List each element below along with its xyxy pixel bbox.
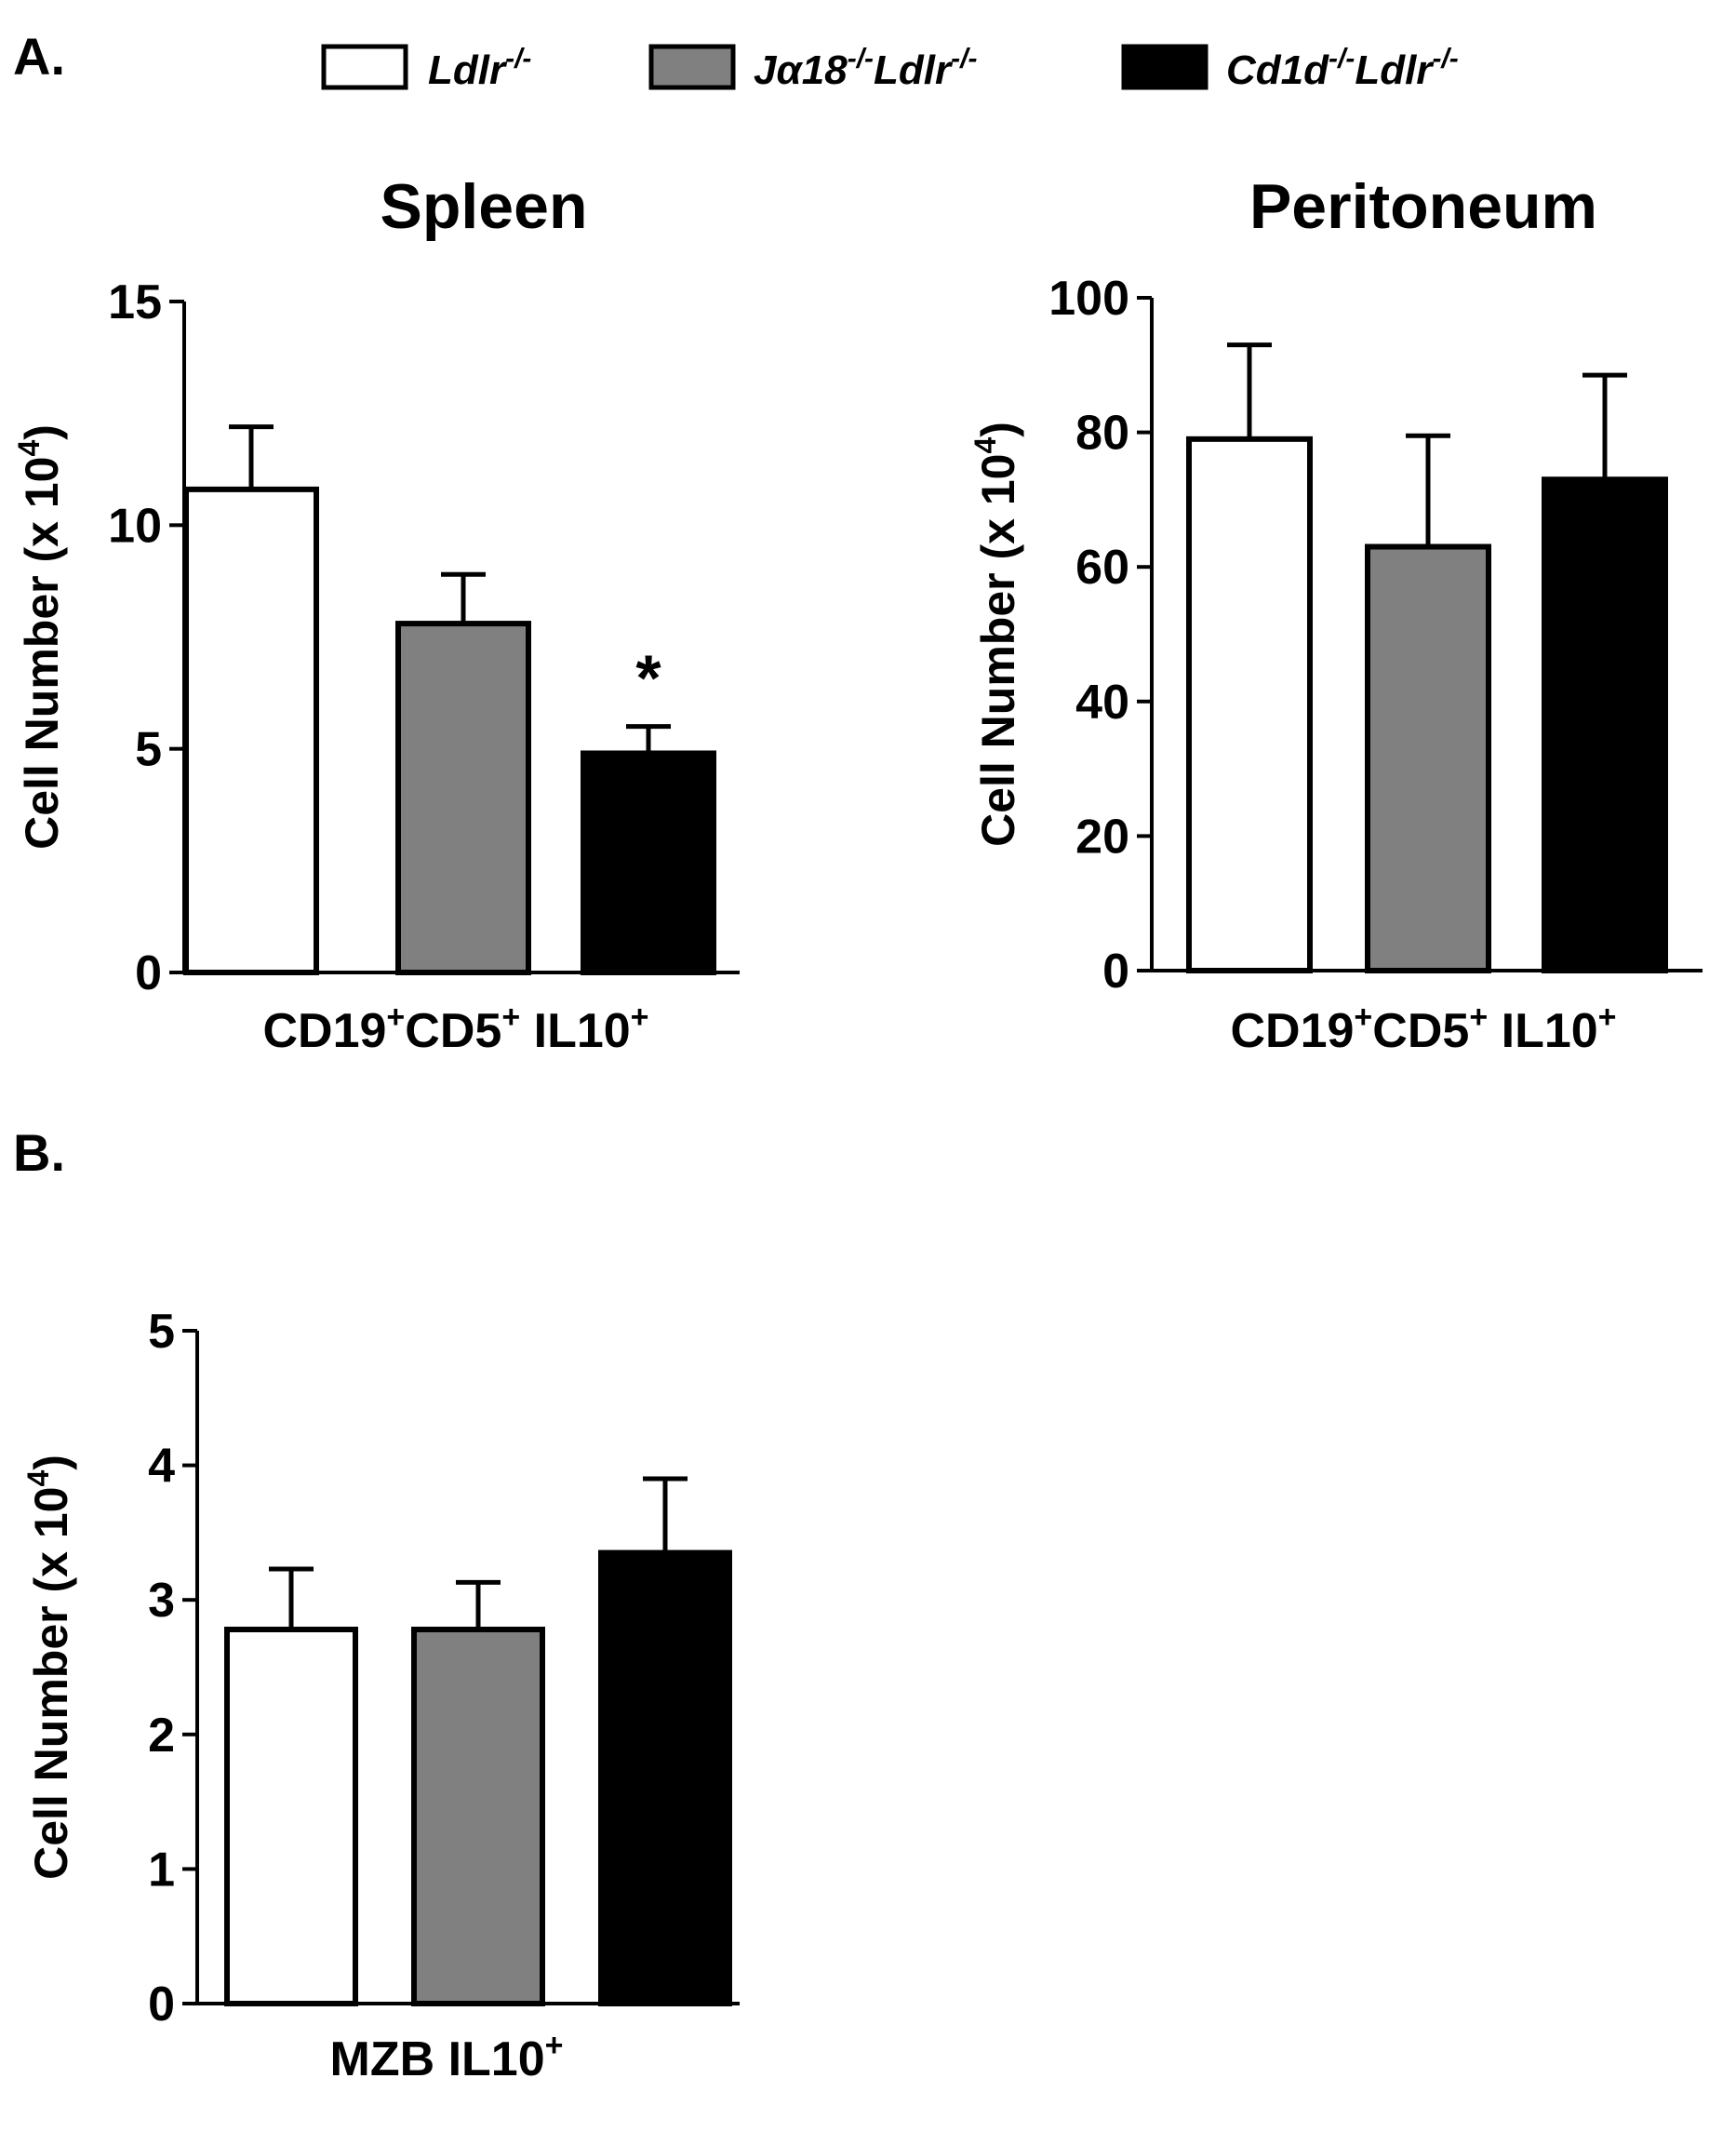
legend-label-part: Ldlr (1355, 47, 1435, 93)
chart-title: Spleen (381, 171, 588, 242)
legend-label: Ldlr-/-​ (428, 43, 531, 93)
x-axis-label: CD19+​CD5+​ IL10+​ (1230, 999, 1616, 1058)
bar-0 (1186, 436, 1313, 973)
x-axis-label-sup: + (545, 2028, 564, 2063)
legend-label-sup: -/- (848, 43, 874, 74)
y-tick-label: 0 (1102, 945, 1129, 999)
bar-2 (598, 1549, 732, 2006)
x-axis-label: MZB IL10+​ (330, 2028, 564, 2086)
y-tick-label: 5 (135, 723, 162, 777)
bar-0 (183, 486, 319, 975)
x-axis-label-part: IL10 (520, 1004, 631, 1058)
y-tick-label: 0 (135, 946, 162, 1000)
legend-label: Cd1d-/-​Ldlr-/-​ (1226, 43, 1459, 93)
x-axis-label-part: CD5 (1372, 1004, 1469, 1058)
y-tick-label: 15 (108, 275, 162, 329)
legend-swatch (648, 44, 736, 90)
y-tick-label: 40 (1075, 676, 1129, 730)
legend-label-part: Ldlr (428, 47, 508, 93)
legend-label-part: Ldlr (874, 47, 954, 93)
y-tick-label: 20 (1075, 810, 1129, 864)
y-tick-label: 0 (148, 1978, 175, 2031)
chart-mzb: Cell Number (x 104) 0 1 2 3 4 5 MZB IL10+​ (21, 1305, 740, 2086)
x-axis-label-sup: + (631, 999, 649, 1035)
bar-2 (1542, 476, 1668, 973)
y-tick-label: 4 (148, 1440, 175, 1494)
chart-peritoneum: Peritoneum Cell Number (x 104) 0 20 40 60 80 10… (968, 171, 1703, 1058)
legend-label-sup: -/- (505, 43, 531, 74)
y-tick-label: 60 (1075, 541, 1129, 595)
x-axis-label-part: MZB IL10 (330, 2032, 545, 2086)
x-axis-label: CD19+​CD5+​ IL10+​ (262, 999, 648, 1058)
y-tick-label: 3 (148, 1574, 175, 1628)
legend-label-sup: -/- (951, 43, 977, 74)
y-tick-label: 1 (148, 1843, 175, 1897)
significance-marker: * (635, 642, 661, 715)
y-axis-label: Cell Number (x 104) (21, 1455, 77, 1880)
bar-0 (224, 1627, 358, 2006)
bar-1 (1365, 543, 1491, 973)
legend-label-part: Cd1d (1226, 47, 1329, 93)
chart-spleen: Spleen Cell Number (x 104) 0 5 10 15 * CD19+​CD… (12, 171, 740, 1058)
x-axis-label-sup: + (1469, 999, 1488, 1035)
x-axis-label-part: CD19 (262, 1004, 386, 1058)
legend-label-sup: -/- (1432, 43, 1458, 74)
legend-label-part: Jα18 (754, 47, 848, 93)
y-axis-label: Cell Number (x 104) (12, 424, 68, 850)
x-axis-label-sup: + (501, 999, 520, 1035)
panel-label-b: B. (13, 1123, 65, 1182)
y-tick-label: 10 (108, 499, 162, 553)
legend-swatch (321, 44, 408, 90)
chart-title: Peritoneum (1249, 171, 1597, 242)
x-axis-label-part: CD5 (405, 1004, 501, 1058)
legend-label: Jα18-/-​Ldlr-/-​ (754, 43, 977, 93)
bar-2 (581, 750, 716, 975)
bar-1 (411, 1627, 545, 2006)
bar-1 (395, 621, 531, 976)
x-axis-label-sup: + (1598, 999, 1617, 1035)
x-axis-label-sup: + (1354, 999, 1372, 1035)
y-tick-label: 5 (148, 1305, 175, 1359)
y-axis-label: Cell Number (x 104) (968, 422, 1024, 847)
x-axis-label-sup: + (386, 999, 405, 1035)
legend-swatch (1121, 44, 1209, 90)
y-tick-label: 2 (148, 1709, 175, 1763)
legend-label-sup: -/- (1329, 43, 1355, 74)
panel-label-a: A. (13, 27, 65, 86)
y-tick-label: 80 (1075, 407, 1129, 461)
x-axis-label-part: CD19 (1230, 1004, 1354, 1058)
legend: Ldlr-/-​ Jα18-/-​Ldlr-/-​ Cd1d-/-​Ldlr-/-​ (321, 43, 1459, 93)
y-tick-label: 100 (1048, 272, 1129, 326)
x-axis-label-part: IL10 (1488, 1004, 1598, 1058)
